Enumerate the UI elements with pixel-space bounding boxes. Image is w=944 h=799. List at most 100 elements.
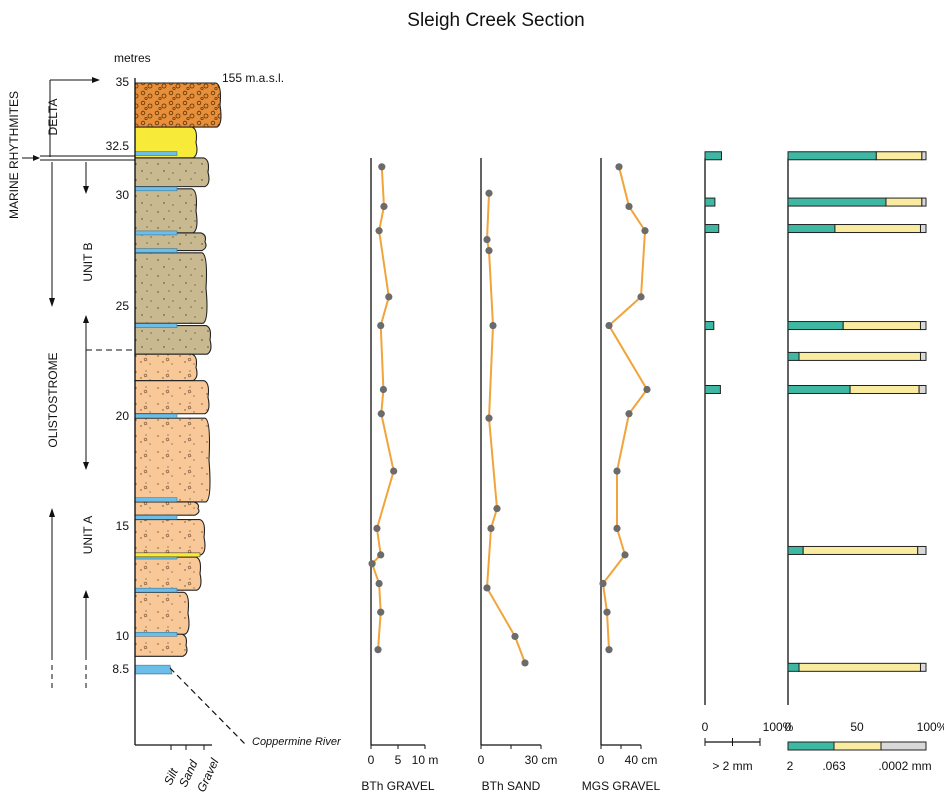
- grain-size-panel-bar-5-seg-1: [849, 384, 920, 394]
- chart-title: Sleigh Creek Section: [407, 10, 584, 31]
- bth-gravel-panel-series-line: [370, 166, 395, 650]
- depth-tick-8-5: 8.5: [112, 662, 129, 676]
- mgs-gravel-panel-point-6: [625, 410, 633, 418]
- bth-sand-panel-point-5: [493, 504, 501, 513]
- bth-gravel-panel-point-1: [380, 202, 388, 211]
- depth-tick-15: 15: [116, 519, 130, 533]
- unit-label-olistostrome: OLISTOSTROME: [46, 352, 60, 447]
- mgs-gravel-panel-series-line: [601, 166, 649, 650]
- bth-gravel-panel-point-2: [375, 227, 383, 235]
- grain-size-panel-bar-1-seg-2: [921, 197, 927, 207]
- mgs-gravel-panel-point-4: [605, 321, 613, 330]
- depth-axis: 35 32.5 30 25 20 15 10 8.5: [106, 75, 212, 746]
- data-panels: 0 5 10 m BTh GRAVEL 0 30 cm BTh SAND 0 40 cm MGS …: [361, 151, 944, 793]
- grain-size-panel-bar-7-seg-1: [798, 662, 921, 672]
- gt2mm-panel-xlabel: > 2 mm: [712, 759, 752, 773]
- grain-size-panel-tick-label-1: 50: [850, 720, 864, 734]
- grain-size-panel-bar-3-seg-2: [919, 321, 927, 331]
- bth-gravel-panel-point-11: [375, 579, 383, 588]
- gt2mm-panel-bar-4: [704, 384, 721, 394]
- gt2mm-panel-tick-label-1: 100%: [763, 720, 794, 734]
- grain-size-panel-bar-1-seg-0: [787, 197, 887, 207]
- grain-size-panel-bar-0-seg-2: [921, 151, 927, 161]
- depth-tick-30: 30: [116, 188, 130, 202]
- delta-gravel-bed: [134, 82, 222, 128]
- bth-gravel-panel-xlabel: BTh GRAVEL: [361, 779, 434, 793]
- grain-size-panel-legend-swatch-0: [787, 741, 835, 751]
- elevation-label: 155 m.a.s.l.: [222, 71, 284, 85]
- diamict-bed-4: [134, 501, 200, 516]
- depth-tick-35: 35: [116, 75, 130, 89]
- bth-gravel-panel-point-4: [377, 321, 385, 330]
- mgs-gravel-panel-point-9: [621, 551, 629, 559]
- silt-lens-0: [134, 151, 178, 156]
- grain-size-panel-bar-6-seg-2: [917, 545, 927, 555]
- silt-lens-10: [134, 632, 178, 637]
- unit-annotations: MARINE RHYTHMITES DELTA UNIT B OLISTOSTR…: [7, 77, 135, 690]
- location-label: Coppermine River: [252, 736, 342, 748]
- gt2mm-panel-bar-0: [704, 151, 722, 161]
- bth-gravel-panel: 0 5 10 m BTh GRAVEL: [361, 158, 438, 793]
- silt-lens-3: [134, 248, 178, 253]
- gt2mm-panel: 0 100%> 2 mm: [702, 151, 794, 773]
- bth-sand-panel-point-0: [485, 189, 493, 197]
- bth-gravel-panel-point-6: [377, 410, 385, 418]
- mgs-gravel-panel-point-10: [599, 579, 607, 588]
- mgs-gravel-panel-point-7: [613, 467, 621, 475]
- grain-size-panel-bar-3-seg-1: [842, 321, 921, 331]
- depth-tick-10: 10: [116, 629, 130, 643]
- marine-arrow-head: [33, 155, 40, 161]
- gt2mm-panel-bar-3: [704, 321, 715, 331]
- mgs-gravel-panel-point-12: [605, 646, 613, 654]
- olistostrome-up-head: [83, 315, 89, 323]
- silt-lens-5: [134, 413, 178, 419]
- bth-gravel-panel-point-13: [374, 646, 382, 654]
- bth-gravel-panel-point-8: [373, 524, 381, 533]
- bth-gravel-panel-point-5: [379, 385, 388, 394]
- sand-lens: [134, 552, 201, 558]
- bth-sand-panel-point-2: [485, 246, 493, 255]
- diamict-bed-8: [134, 633, 188, 657]
- olistostrome-down-head: [83, 462, 89, 470]
- grain-size-panel-bar-7-seg-0: [787, 662, 800, 672]
- grain-label-gravel: Gravel: [194, 756, 222, 794]
- bth-sand-panel-tick-label-1: 30 cm: [525, 753, 558, 767]
- grain-size-panel-bar-2-seg-1: [834, 224, 921, 234]
- delta-arrow-head: [92, 77, 100, 83]
- bth-gravel-panel-point-12: [377, 608, 385, 616]
- mgs-gravel-panel-xlabel: MGS GRAVEL: [582, 779, 661, 793]
- grain-size-panel: 0 50 100% 2 .063 .0002 mm: [785, 151, 944, 773]
- diamict-bed-1: [134, 353, 198, 382]
- unit-b-bed-5: [134, 325, 212, 355]
- left-arrow-head: [49, 298, 55, 307]
- bth-sand-panel: 0 30 cm BTh SAND: [478, 158, 558, 793]
- mgs-gravel-panel-point-1: [625, 202, 633, 211]
- bth-sand-panel-point-9: [521, 659, 529, 667]
- grain-size-panel-bar-5-seg-2: [918, 384, 927, 394]
- mgs-gravel-panel-point-3: [637, 293, 645, 301]
- bth-sand-panel-point-3: [489, 321, 497, 330]
- grain-size-panel-bar-1-seg-1: [885, 197, 923, 207]
- unit-label-b: UNIT B: [81, 242, 95, 281]
- grain-size-panel-bar-4-seg-0: [787, 351, 800, 361]
- bth-gravel-panel-tick-label-0: 0: [368, 753, 375, 767]
- bth-gravel-panel-point-3: [385, 293, 393, 301]
- depth-tick-25: 25: [116, 299, 130, 313]
- mgs-gravel-panel-point-0: [615, 163, 623, 171]
- bth-sand-panel-point-1: [483, 235, 491, 244]
- bth-gravel-panel-point-7: [390, 467, 398, 475]
- grain-label-silt: Silt: [161, 766, 181, 788]
- depth-tick-32-5: 32.5: [106, 139, 130, 153]
- grain-size-panel-bar-2-seg-0: [787, 224, 836, 234]
- unit-b-bed-2: [134, 188, 198, 234]
- grain-size-panel-legend-label-1: .063: [822, 759, 846, 773]
- silt-lens-7: [134, 515, 178, 520]
- grain-size-panel-bar-0-seg-0: [787, 151, 877, 161]
- bth-gravel-panel-tick-label-2: 10 m: [412, 753, 439, 767]
- unit-b-arrow-head: [83, 186, 89, 194]
- mgs-gravel-panel-point-11: [603, 608, 611, 616]
- grain-size-panel-bar-2-seg-2: [919, 224, 927, 234]
- location-pointer-line: [169, 667, 247, 746]
- bth-sand-panel-xlabel: BTh SAND: [482, 779, 541, 793]
- depth-unit-label: metres: [114, 51, 151, 65]
